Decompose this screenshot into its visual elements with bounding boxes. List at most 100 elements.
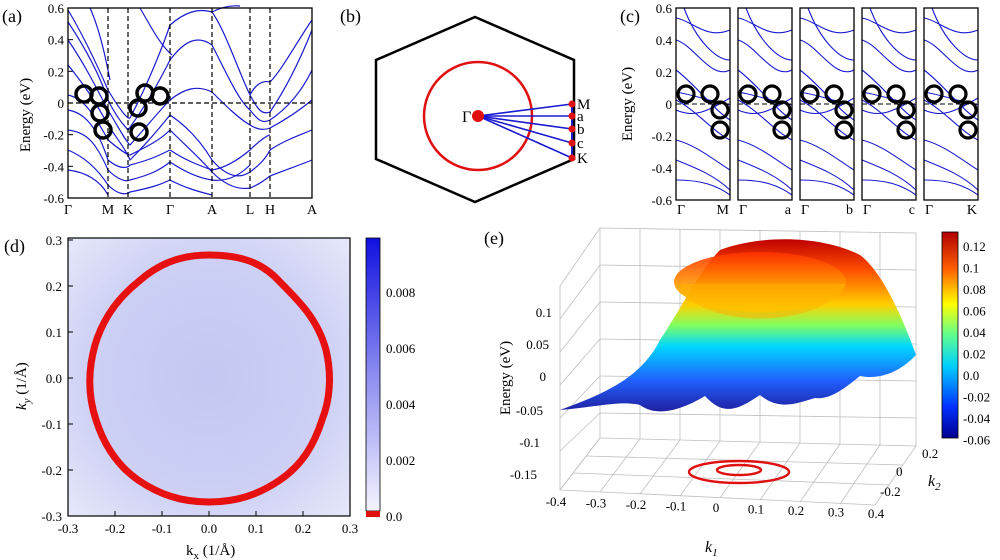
panel-e-colorbar-label: -0.06 xyxy=(963,433,991,448)
panel-c-left-label: Γ xyxy=(739,203,747,218)
panel-b-kpoint-dots xyxy=(568,100,576,162)
gamma-point xyxy=(472,110,484,122)
band-surface-inner xyxy=(676,284,846,319)
panel-e-ztick-label: 0 xyxy=(540,369,547,384)
panel-e-colorbar-ticks: 0.12 0.1 0.08 0.06 0.04 0.02 0.0 -0.02 -0.04 -0.0… xyxy=(963,239,991,448)
floor-contour-inner xyxy=(715,463,763,477)
panel-b-label: (b) xyxy=(340,6,361,27)
panel-e-k2tick-label: 0.2 xyxy=(922,446,938,461)
panel-d-colorbar-label: 0.008 xyxy=(386,285,415,300)
panel-c-right-label: c xyxy=(909,203,915,218)
panel-d-ytick-label: 0.1 xyxy=(46,325,62,340)
panel-a-kpoint-label: L xyxy=(246,203,255,218)
panel-a-ytick-label: 0.4 xyxy=(48,33,65,48)
panel-c-right-label: M xyxy=(717,203,730,218)
brillouin-zone-hexagon xyxy=(374,15,576,204)
panel-c-left-label: Γ xyxy=(677,203,685,218)
svg-text:K: K xyxy=(577,151,588,167)
panel-d: (d) -0.3 -0.2 -0.1 0.0 0.1 0.2 0.3 0.30.20.10.… xyxy=(4,233,416,560)
panel-c-crossing-circles xyxy=(738,84,792,140)
panel-e-zlabel: Energy (eV) xyxy=(498,341,514,415)
panel-e-colorbar-label: 0.08 xyxy=(963,282,986,297)
panel-c-right-label: b xyxy=(846,203,853,218)
panel-e-colorbar-label: 0.0 xyxy=(963,368,979,383)
panel-a-yticks: 0.6 0.4 0.2 0 -0.2 -0.4 -0.6 xyxy=(43,1,73,206)
panel-e-ztick-label: 0.1 xyxy=(536,305,552,320)
panel-d-xticks: -0.3 -0.2 -0.1 0.0 0.1 0.2 0.3 xyxy=(58,511,358,536)
panel-d-colorbar xyxy=(365,237,381,512)
panel-e-colorbar-label: 0.1 xyxy=(963,261,979,276)
svg-text:a: a xyxy=(577,109,584,125)
panel-d-ytick-label: -0.2 xyxy=(41,463,62,478)
panel-e-k2label: k2 xyxy=(928,473,941,493)
panel-c-subframe xyxy=(799,7,855,201)
panel-a-ytick-label: -0.6 xyxy=(43,191,64,206)
panel-a-klines xyxy=(68,8,312,198)
panel-e-k1tick-label: -0.2 xyxy=(626,497,647,512)
panel-a-crossing-circles xyxy=(74,83,170,142)
panel-d-colorbar-label: 0.006 xyxy=(386,341,416,356)
panel-e-label: (e) xyxy=(484,228,504,249)
panel-d-ylabel: ky (1/Å) xyxy=(14,362,33,410)
panel-e-k1ticks: -0.4 -0.3 -0.2 -0.1 0 0.1 0.2 0.3 0.4 xyxy=(546,494,885,521)
panel-e-k1tick-label: 0 xyxy=(713,500,720,515)
panel-a-ytick-label: 0 xyxy=(58,96,65,111)
panel-d-xtick-label: 0.0 xyxy=(201,521,217,536)
panel-a-kpoint-label: K xyxy=(123,203,133,218)
panel-d-colorbar-label: 0.004 xyxy=(386,397,416,412)
panel-d-colorbar-label: 0.002 xyxy=(386,453,415,468)
panel-a-kpoint-label: A xyxy=(307,203,318,218)
panel-d-ytick-label: 0.0 xyxy=(46,371,62,386)
panel-e-k1tick-label: 0.1 xyxy=(748,502,764,517)
panel-b-paths xyxy=(477,103,573,159)
panel-a-kpoint-label: Γ xyxy=(166,203,174,218)
panel-c-ylabel: Energy (eV) xyxy=(620,67,636,141)
panel-d-colorbar-label: 0.0 xyxy=(386,509,402,524)
panel-d-xtick-label: -0.3 xyxy=(58,521,79,536)
panel-d-xtick-label: 0.3 xyxy=(342,521,358,536)
nodal-line-contour xyxy=(86,251,333,506)
svg-text:b: b xyxy=(577,122,585,138)
panel-c-ytick-label: 0.2 xyxy=(656,65,672,80)
panel-c: (c) Energy (eV) 0.6 0.4 0.2 0 -0.2 -0.4 -0.6 Γ… xyxy=(620,1,979,218)
panel-a-ytick-label: 0.2 xyxy=(48,64,64,79)
panel-d-ytick-label: 0.3 xyxy=(46,233,62,248)
panel-c-crossing-circles xyxy=(676,84,730,140)
panel-a-label: (a) xyxy=(2,6,22,27)
panel-d-ytick-label: -0.3 xyxy=(41,509,62,524)
panel-e-k1label: k1 xyxy=(705,539,718,559)
panel-e-k1tick-label: -0.4 xyxy=(546,494,567,509)
panel-c-subframe xyxy=(737,7,793,201)
panel-c-left-label: Γ xyxy=(863,203,871,218)
panel-e-k2tick-label: 0 xyxy=(896,464,903,479)
panel-a-kpoint-label: Γ xyxy=(64,203,72,218)
panel-d-xtick-label: -0.2 xyxy=(105,521,126,536)
panel-a-ytick-label: -0.2 xyxy=(43,128,64,143)
panel-e-ztick-label: -0.1 xyxy=(519,435,540,450)
panel-a-frame xyxy=(67,7,313,199)
panel-c-left-label: Γ xyxy=(925,203,933,218)
panel-a: (a) Energy (eV) 0.6 0.4 0.2 0 -0.2 -0.4 -0.6 Γ… xyxy=(2,1,318,218)
panel-d-ytick-label: -0.1 xyxy=(41,417,62,432)
panel-c-crossing-circles xyxy=(800,84,854,140)
panel-c-ytick-label: -0.6 xyxy=(651,193,672,208)
panel-b-kpoint-labels: M a b c K xyxy=(577,97,590,167)
panel-c-crossing-circles xyxy=(924,84,978,140)
panel-d-ytick-label: 0.2 xyxy=(46,279,62,294)
panel-c-subframe xyxy=(675,7,731,201)
panel-a-kpoint-label: H xyxy=(265,203,275,218)
panel-c-right-label: a xyxy=(785,203,792,218)
panel-c-subframe xyxy=(923,7,979,201)
panel-e-ztick-label: 0.05 xyxy=(526,337,549,352)
panel-d-xlabel: kx (1/Å) xyxy=(186,543,235,560)
panel-d-label: (d) xyxy=(4,236,25,257)
panel-c-subframe xyxy=(861,7,917,201)
panel-c-ytick-label: 0.4 xyxy=(656,33,673,48)
